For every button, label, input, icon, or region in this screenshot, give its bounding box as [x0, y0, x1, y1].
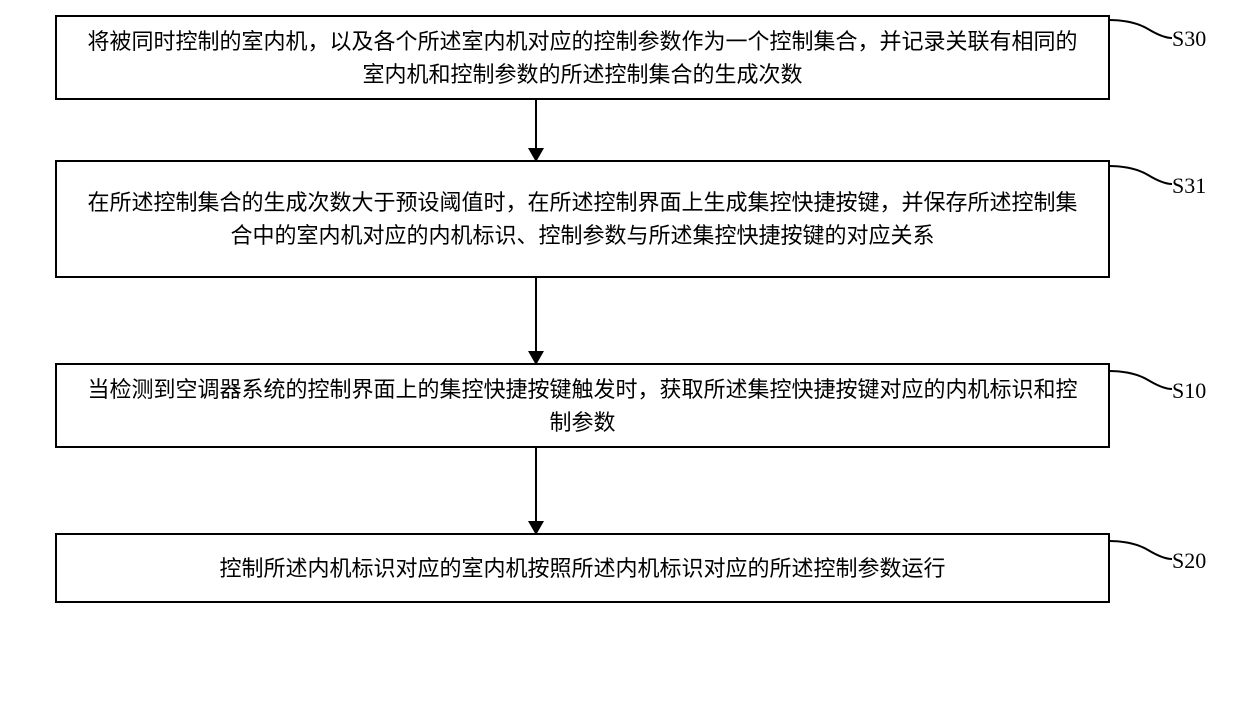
- connector-s30: [1108, 17, 1173, 47]
- label-s20: S20: [1172, 548, 1206, 574]
- step-s31: 在所述控制集合的生成次数大于预设阈值时，在所述控制界面上生成集控快捷按键，并保存…: [55, 160, 1110, 278]
- step-s30: 将被同时控制的室内机，以及各个所述室内机对应的控制参数作为一个控制集合，并记录关…: [55, 15, 1110, 100]
- label-s31: S31: [1172, 173, 1206, 199]
- label-s30: S30: [1172, 26, 1206, 52]
- step-s20-text: 控制所述内机标识对应的室内机按照所述内机标识对应的所述控制参数运行: [219, 552, 945, 585]
- step-s31-text: 在所述控制集合的生成次数大于预设阈值时，在所述控制界面上生成集控快捷按键，并保存…: [77, 186, 1088, 252]
- connector-s31: [1108, 163, 1173, 193]
- step-s10-text: 当检测到空调器系统的控制界面上的集控快捷按键触发时，获取所述集控快捷按键对应的内…: [77, 373, 1088, 439]
- step-s20: 控制所述内机标识对应的室内机按照所述内机标识对应的所述控制参数运行: [55, 533, 1110, 603]
- arrow-2: [535, 278, 537, 363]
- label-s10: S10: [1172, 378, 1206, 404]
- connector-s10: [1108, 368, 1173, 398]
- flowchart-container: 将被同时控制的室内机，以及各个所述室内机对应的控制参数作为一个控制集合，并记录关…: [55, 15, 1185, 603]
- connector-s20: [1108, 538, 1173, 568]
- step-s10: 当检测到空调器系统的控制界面上的集控快捷按键触发时，获取所述集控快捷按键对应的内…: [55, 363, 1110, 448]
- arrow-1: [535, 100, 537, 160]
- step-s30-text: 将被同时控制的室内机，以及各个所述室内机对应的控制参数作为一个控制集合，并记录关…: [77, 25, 1088, 91]
- arrow-3: [535, 448, 537, 533]
